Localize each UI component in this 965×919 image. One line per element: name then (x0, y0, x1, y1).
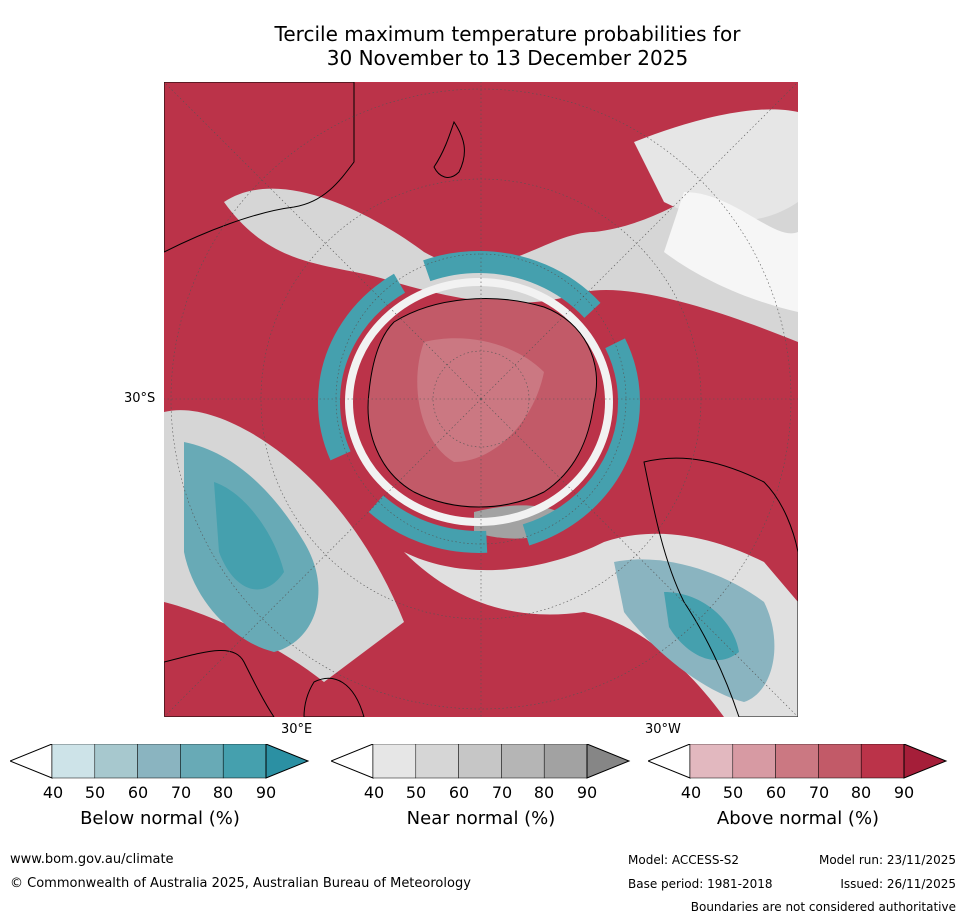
tick-below-70: 70 (170, 783, 192, 802)
footer-website[interactable]: www.bom.gov.au/climate (10, 852, 174, 867)
tick-above-60: 60 (765, 783, 787, 802)
below-normal-core-southeast (664, 592, 739, 661)
meridian-315 (480, 82, 798, 400)
antarctic-teal-ring (318, 251, 640, 553)
colorbar-below (10, 744, 310, 779)
colorbar-below-segment-0 (51, 744, 96, 779)
colorbar-above (648, 744, 948, 779)
near-normal-region-ne (634, 109, 798, 221)
colorbar-above-segment-1 (732, 744, 776, 779)
footer-model-run: Model run: 23/11/2025 (818, 853, 956, 867)
tick-below-80: 80 (212, 783, 234, 802)
colorbar-below-segment-4 (222, 744, 267, 779)
tick-near-90: 90 (576, 783, 598, 802)
tick-near-40: 40 (363, 783, 385, 802)
colorbar-above-segment-4 (860, 744, 905, 779)
colorbar-above-label: Above normal (%) (716, 808, 880, 829)
below-normal-core-west (214, 482, 284, 590)
white-region-ne (664, 192, 798, 312)
new-zealand-outline (433, 120, 465, 178)
meridian-45 (164, 82, 482, 400)
tick-above-90: 90 (893, 783, 915, 802)
colorbar-above-segments (689, 744, 905, 779)
africa-outline (164, 649, 275, 717)
footer-issued: Issued: 26/11/2025 (840, 877, 956, 891)
latitude-label-30s: 30°S (124, 391, 156, 406)
colorbar-below-left-arrow (10, 744, 53, 779)
colorbar-near-right-arrow (586, 744, 631, 779)
colorbar-above-segment-3 (818, 744, 862, 779)
meridian-135 (164, 398, 482, 717)
colorbar-below-label: Below normal (%) (80, 808, 240, 829)
colorbar-above-right-arrow (903, 744, 948, 779)
tick-below-50: 50 (84, 783, 106, 802)
tick-below-90: 90 (255, 783, 277, 802)
tick-above-80: 80 (850, 783, 872, 802)
australia-outline (164, 82, 355, 253)
near-normal-region-north (224, 122, 798, 342)
colorbar-near-segment-2 (458, 744, 502, 779)
title-line-1: Tercile maximum temperature probabilitie… (274, 22, 741, 46)
southern-hemisphere-map (164, 82, 798, 717)
footer-copyright: © Commonwealth of Australia 2025, Austra… (10, 876, 471, 891)
colorbar-near (331, 744, 631, 779)
title-line-2: 30 November to 13 December 2025 (326, 46, 689, 70)
colorbar-near-segments (372, 744, 588, 779)
footer-base-period: Base period: 1981-2018 (628, 877, 773, 891)
longitude-label-30e: 30°E (281, 722, 313, 737)
antarctic-white-ring (345, 278, 613, 526)
colorbar-near-left-arrow (331, 744, 374, 779)
tick-near-50: 50 (405, 783, 427, 802)
colorbar-below-segment-3 (180, 744, 224, 779)
colorbar-above-left-arrow (648, 744, 691, 779)
colorbar-above-segment-2 (775, 744, 819, 779)
colorbar-below-segment-1 (94, 744, 138, 779)
meridian-225 (480, 398, 798, 717)
map-title: Tercile maximum temperature probabilitie… (160, 22, 855, 70)
tick-below-60: 60 (127, 783, 149, 802)
tick-above-50: 50 (722, 783, 744, 802)
colorbar-near-segment-3 (501, 744, 545, 779)
colorbar-near-segment-1 (415, 744, 459, 779)
colorbar-near-label: Near normal (%) (406, 808, 556, 829)
tick-near-80: 80 (533, 783, 555, 802)
south-america-outline (643, 457, 798, 717)
footer-boundaries: Boundaries are not considered authoritat… (690, 900, 956, 914)
tick-near-60: 60 (448, 783, 470, 802)
footer-model: Model: ACCESS-S2 (628, 853, 740, 867)
colorbar-above-segment-0 (689, 744, 734, 779)
tick-above-40: 40 (680, 783, 702, 802)
tick-above-70: 70 (808, 783, 830, 802)
colorbar-near-segment-4 (543, 744, 588, 779)
colorbar-below-segments (51, 744, 267, 779)
longitude-label-30w: 30°W (645, 722, 681, 737)
tick-near-70: 70 (491, 783, 513, 802)
colorbar-below-segment-2 (137, 744, 181, 779)
colorbar-below-right-arrow (265, 744, 310, 779)
graticule (164, 82, 798, 717)
madagascar-outline (303, 677, 365, 717)
latitude-circle-30 (170, 88, 792, 710)
colorbar-near-segment-0 (372, 744, 417, 779)
tick-below-40: 40 (42, 783, 64, 802)
